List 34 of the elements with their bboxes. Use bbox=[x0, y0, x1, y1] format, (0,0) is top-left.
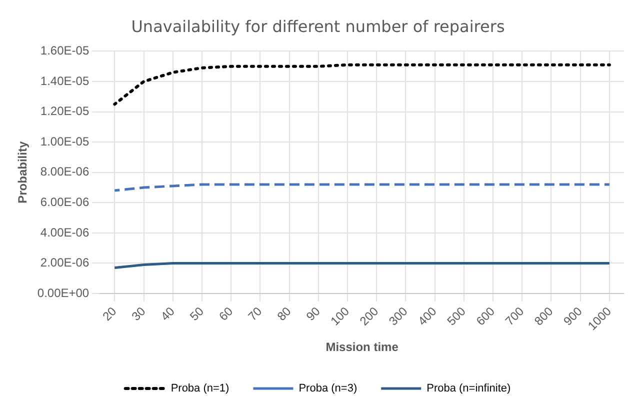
chart-title: Unavailability for different number of repairers bbox=[131, 16, 505, 36]
y-tick-label: 4.00E-06 bbox=[40, 225, 90, 240]
y-axis-title: Probability bbox=[16, 141, 30, 204]
x-tick-label: 900 bbox=[560, 304, 586, 328]
x-tick-label: 400 bbox=[415, 304, 440, 328]
x-tick-label: 300 bbox=[386, 304, 410, 328]
line-series bbox=[113, 183, 611, 192]
x-tick-label: 60 bbox=[216, 304, 236, 324]
x-tick-label: 500 bbox=[444, 304, 469, 328]
y-tick-label: 1.00E-05 bbox=[40, 134, 90, 148]
x-tick-label: 30 bbox=[128, 304, 148, 324]
y-tick-label: 6.00E-06 bbox=[40, 194, 90, 209]
x-tick-label: 20 bbox=[100, 304, 120, 324]
x-tick-label: 200 bbox=[357, 304, 382, 328]
x-tick-label: 100 bbox=[328, 304, 352, 328]
legend-label: Proba (n=infinite) bbox=[426, 382, 511, 395]
legend-label: Proba (n=3) bbox=[298, 382, 358, 395]
line-series bbox=[113, 63, 611, 106]
y-tick-label: 2.00E-06 bbox=[40, 256, 90, 270]
x-tick-label: 800 bbox=[532, 304, 556, 328]
x-tick-label: 40 bbox=[158, 304, 178, 324]
y-tick-label: 0.00E+00 bbox=[37, 286, 90, 300]
x-tick-label: 80 bbox=[274, 304, 294, 324]
y-tick-label: 1.60E-05 bbox=[40, 44, 90, 58]
legend-label: Proba (n=1) bbox=[170, 382, 230, 395]
y-tick-label: 8.00E-06 bbox=[40, 164, 90, 179]
x-tick-label: 600 bbox=[473, 304, 498, 328]
x-tick-label: 50 bbox=[187, 304, 207, 324]
y-tick-label: 1.20E-05 bbox=[40, 104, 90, 118]
x-tick-label: 700 bbox=[502, 304, 527, 328]
x-axis-title: Mission time bbox=[326, 340, 399, 354]
y-tick-label: 1.40E-05 bbox=[40, 74, 90, 88]
x-tick-label: 70 bbox=[245, 304, 265, 324]
x-tick-label: 90 bbox=[304, 304, 324, 324]
